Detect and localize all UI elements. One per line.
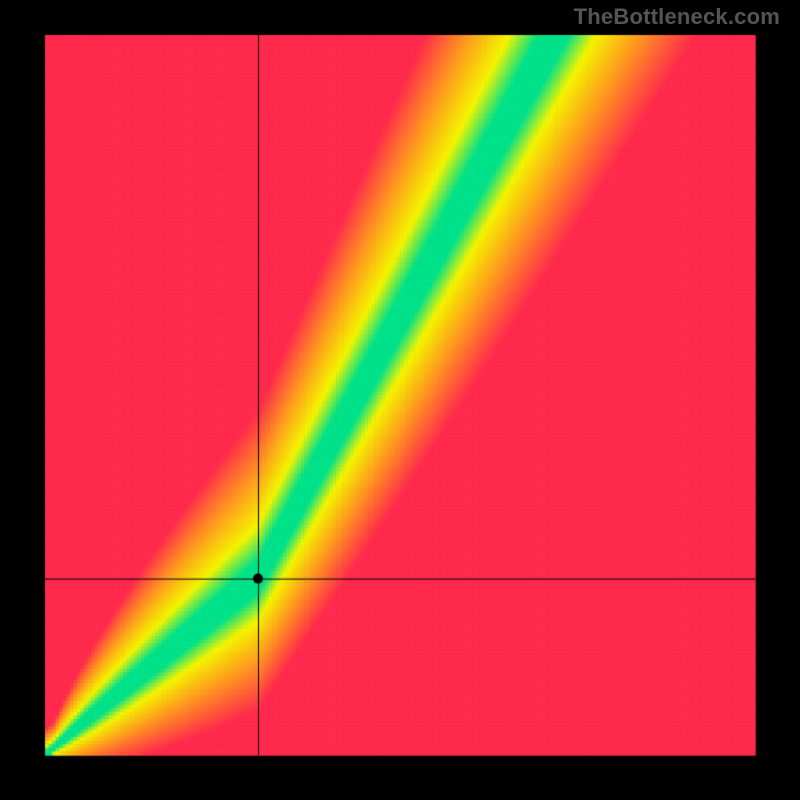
chart-container: TheBottleneck.com: [0, 0, 800, 800]
bottleneck-heatmap: [0, 0, 800, 800]
attribution-text: TheBottleneck.com: [574, 4, 780, 30]
